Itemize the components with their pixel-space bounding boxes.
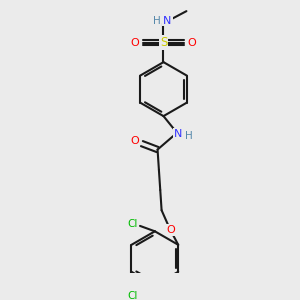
Text: Cl: Cl	[128, 290, 138, 300]
Text: Cl: Cl	[127, 219, 138, 229]
Text: O: O	[131, 38, 140, 48]
Text: N: N	[174, 129, 182, 139]
Text: O: O	[167, 225, 176, 235]
Text: S: S	[160, 36, 167, 49]
Text: N: N	[164, 16, 172, 26]
Text: O: O	[188, 38, 196, 48]
Text: H: H	[153, 16, 160, 26]
Text: O: O	[130, 136, 139, 146]
Text: H: H	[185, 130, 193, 140]
